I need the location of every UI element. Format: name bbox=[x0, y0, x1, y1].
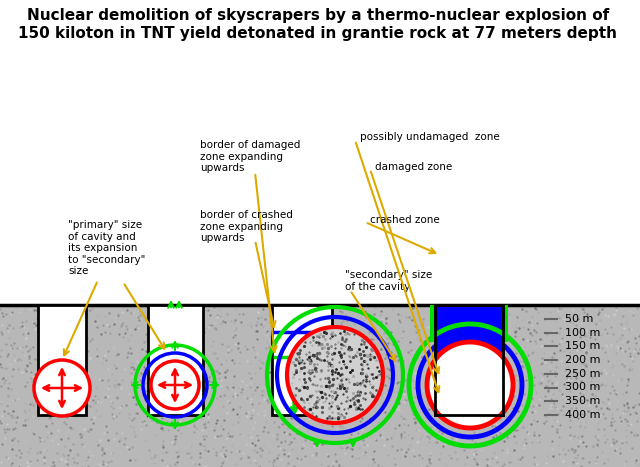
Text: border of crashed
zone expanding
upwards: border of crashed zone expanding upwards bbox=[200, 210, 293, 243]
Text: border of damaged
zone expanding
upwards: border of damaged zone expanding upwards bbox=[200, 140, 300, 173]
Text: "primary" size
of cavity and
its expansion
to "secondary"
size: "primary" size of cavity and its expansi… bbox=[68, 220, 145, 276]
Text: 400 m: 400 m bbox=[565, 410, 600, 420]
Text: 100 m: 100 m bbox=[565, 327, 600, 338]
Text: 150 kiloton in TNT yield detonated in grantie rock at 77 meters depth: 150 kiloton in TNT yield detonated in gr… bbox=[19, 26, 618, 41]
Bar bbox=[503, 305, 508, 342]
Circle shape bbox=[287, 327, 383, 423]
Text: "secondary" size
of the cavity: "secondary" size of the cavity bbox=[345, 270, 432, 291]
Text: possibly undamaged  zone: possibly undamaged zone bbox=[360, 132, 500, 142]
Text: 250 m: 250 m bbox=[565, 369, 600, 379]
Bar bbox=[435, 305, 503, 415]
Bar bbox=[430, 305, 435, 342]
Bar bbox=[435, 305, 503, 342]
Bar bbox=[0, 305, 640, 467]
Bar bbox=[148, 305, 203, 415]
Text: 300 m: 300 m bbox=[565, 382, 600, 392]
Bar bbox=[38, 305, 86, 415]
Text: 200 m: 200 m bbox=[565, 355, 600, 365]
Text: damaged zone: damaged zone bbox=[375, 162, 452, 172]
Circle shape bbox=[34, 360, 90, 416]
Bar bbox=[437, 392, 501, 417]
Text: 350 m: 350 m bbox=[565, 396, 600, 406]
Text: crashed zone: crashed zone bbox=[370, 215, 440, 225]
Bar bbox=[435, 305, 503, 415]
Circle shape bbox=[427, 342, 513, 428]
Text: 150 m: 150 m bbox=[565, 341, 600, 351]
Text: Nuclear demolition of skyscrapers by a thermo-nuclear explosion of: Nuclear demolition of skyscrapers by a t… bbox=[27, 8, 609, 23]
Text: 50 m: 50 m bbox=[565, 314, 593, 324]
Bar bbox=[437, 370, 501, 417]
Circle shape bbox=[151, 361, 199, 409]
Bar bbox=[435, 305, 503, 415]
Bar bbox=[272, 305, 332, 415]
